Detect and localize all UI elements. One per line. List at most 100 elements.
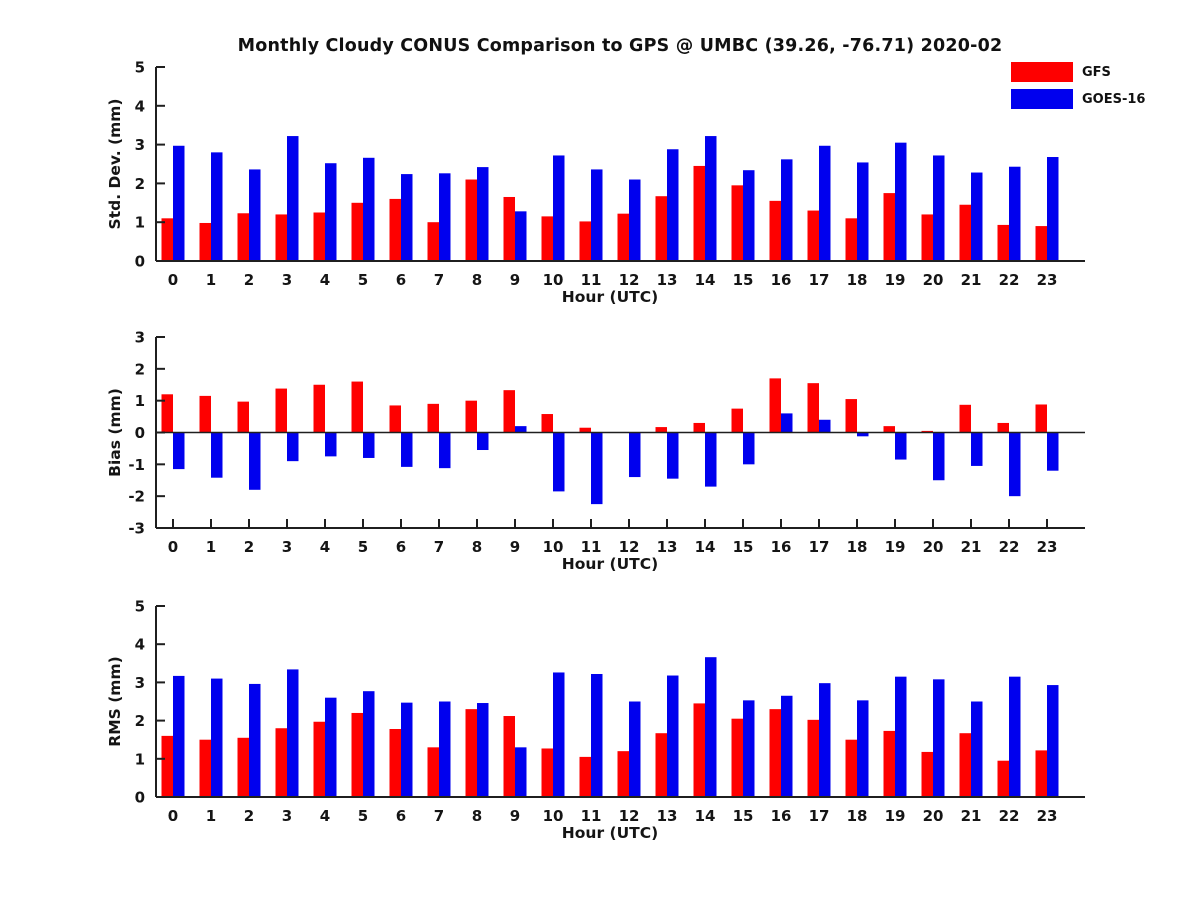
x-tick-label-1-chart1: 1 (206, 538, 216, 556)
x-tick-label-15-chart2: 15 (733, 807, 754, 825)
bar-goes-16-hour-11 (591, 673, 603, 797)
bar-gfs-hour-18 (845, 218, 857, 261)
bar-gfs-hour-8 (465, 179, 477, 261)
x-axis-title-chart2: Hour (UTC) (562, 824, 658, 842)
bar-gfs-hour-3 (275, 388, 287, 433)
bar-gfs-hour-23 (1035, 226, 1047, 261)
bar-gfs-hour-11 (579, 756, 591, 797)
x-tick-label-20-chart1: 20 (923, 538, 944, 556)
bar-goes-16-hour-10 (553, 672, 565, 797)
bar-goes-16-hour-19 (895, 432, 907, 460)
bar-goes-16-hour-17 (819, 145, 831, 261)
bar-gfs-hour-19 (883, 426, 895, 433)
bar-gfs-hour-20 (921, 430, 933, 433)
x-tick-label-17-chart2: 17 (809, 807, 830, 825)
bar-gfs-hour-13 (655, 196, 667, 261)
x-tick-label-0-chart0: 0 (168, 271, 178, 289)
bar-goes-16-hour-9 (515, 211, 527, 261)
bar-gfs-hour-14 (693, 165, 705, 261)
bar-goes-16-hour-18 (857, 700, 869, 797)
bar-gfs-hour-23 (1035, 404, 1047, 433)
x-tick-label-22-chart2: 22 (999, 807, 1020, 825)
bar-gfs-hour-13 (655, 733, 667, 797)
x-tick-label-16-chart0: 16 (771, 271, 792, 289)
bar-goes-16-hour-2 (249, 169, 261, 261)
bar-gfs-hour-10 (541, 748, 553, 797)
bar-gfs-hour-0 (161, 394, 173, 433)
bar-gfs-hour-12 (617, 213, 629, 261)
bar-goes-16-hour-4 (325, 697, 337, 797)
bar-goes-16-hour-1 (211, 678, 223, 797)
figure-title: Monthly Cloudy CONUS Comparison to GPS @… (237, 36, 1003, 56)
x-tick-label-23-chart0: 23 (1037, 271, 1058, 289)
y-tick-label-0-chart2: 0 (135, 789, 145, 807)
bar-goes-16-hour-18 (857, 162, 869, 261)
bar-gfs-hour-22 (997, 760, 1009, 797)
bar-gfs-hour-8 (465, 400, 477, 433)
bar-goes-16-hour-15 (743, 432, 755, 465)
y-tick-label-5-chart2: 5 (135, 598, 145, 616)
x-tick-label-10-chart1: 10 (543, 538, 564, 556)
y-tick-label-1-chart2: 1 (135, 750, 145, 768)
bar-goes-16-hour-11 (591, 169, 603, 261)
bar-gfs-hour-20 (921, 751, 933, 797)
x-tick-label-4-chart1: 4 (320, 538, 330, 556)
bar-goes-16-hour-5 (363, 157, 375, 261)
x-tick-label-7-chart0: 7 (434, 271, 444, 289)
bar-gfs-hour-21 (959, 733, 971, 797)
y-tick-label-4-chart0: 4 (135, 97, 145, 115)
bar-goes-16-hour-5 (363, 432, 375, 458)
x-tick-label-8-chart1: 8 (472, 538, 482, 556)
bar-gfs-hour-5 (351, 712, 363, 797)
bar-gfs-hour-10 (541, 414, 553, 433)
bar-goes-16-hour-5 (363, 691, 375, 797)
x-tick-label-18-chart1: 18 (847, 538, 868, 556)
x-tick-label-16-chart2: 16 (771, 807, 792, 825)
bar-gfs-hour-18 (845, 739, 857, 797)
bar-goes-16-hour-2 (249, 432, 261, 490)
bar-gfs-hour-11 (579, 221, 591, 261)
bar-goes-16-hour-13 (667, 432, 679, 479)
bar-gfs-hour-1 (199, 739, 211, 797)
legend-swatch-goes16 (1011, 89, 1073, 109)
bar-gfs-hour-10 (541, 216, 553, 261)
x-tick-label-6-chart0: 6 (396, 271, 406, 289)
bar-gfs-hour-18 (845, 399, 857, 433)
bar-goes-16-hour-22 (1009, 676, 1021, 797)
x-tick-label-2-chart0: 2 (244, 271, 254, 289)
x-tick-label-22-chart1: 22 (999, 538, 1020, 556)
x-tick-label-21-chart1: 21 (961, 538, 982, 556)
bar-gfs-hour-0 (161, 735, 173, 797)
bar-goes-16-hour-6 (401, 702, 413, 797)
bar-gfs-hour-14 (693, 422, 705, 433)
y-tick-label--2-chart1: -2 (128, 488, 145, 506)
bar-goes-16-hour-6 (401, 174, 413, 261)
bar-goes-16-hour-23 (1047, 685, 1059, 797)
bar-goes-16-hour-9 (515, 426, 527, 433)
bar-goes-16-hour-15 (743, 700, 755, 797)
x-tick-label-15-chart1: 15 (733, 538, 754, 556)
bar-gfs-hour-20 (921, 214, 933, 261)
x-tick-label-9-chart1: 9 (510, 538, 520, 556)
x-tick-label-5-chart0: 5 (358, 271, 368, 289)
bar-goes-16-hour-19 (895, 142, 907, 261)
x-tick-label-19-chart2: 19 (885, 807, 906, 825)
y-tick-label-0-chart1: 0 (135, 424, 145, 442)
x-tick-label-8-chart2: 8 (472, 807, 482, 825)
bar-goes-16-hour-3 (287, 669, 299, 797)
bar-gfs-hour-9 (503, 390, 515, 433)
x-tick-label-18-chart2: 18 (847, 807, 868, 825)
x-tick-label-21-chart2: 21 (961, 807, 982, 825)
bar-gfs-hour-14 (693, 703, 705, 797)
bar-goes-16-hour-19 (895, 676, 907, 797)
bar-goes-16-hour-21 (971, 172, 983, 261)
x-tick-label-13-chart0: 13 (657, 271, 678, 289)
x-tick-label-6-chart1: 6 (396, 538, 406, 556)
x-tick-label-21-chart0: 21 (961, 271, 982, 289)
bar-goes-16-hour-9 (515, 747, 527, 797)
x-tick-label-11-chart1: 11 (581, 538, 602, 556)
legend-row-gfs: GFS (1011, 62, 1145, 82)
bar-goes-16-hour-7 (439, 432, 451, 469)
